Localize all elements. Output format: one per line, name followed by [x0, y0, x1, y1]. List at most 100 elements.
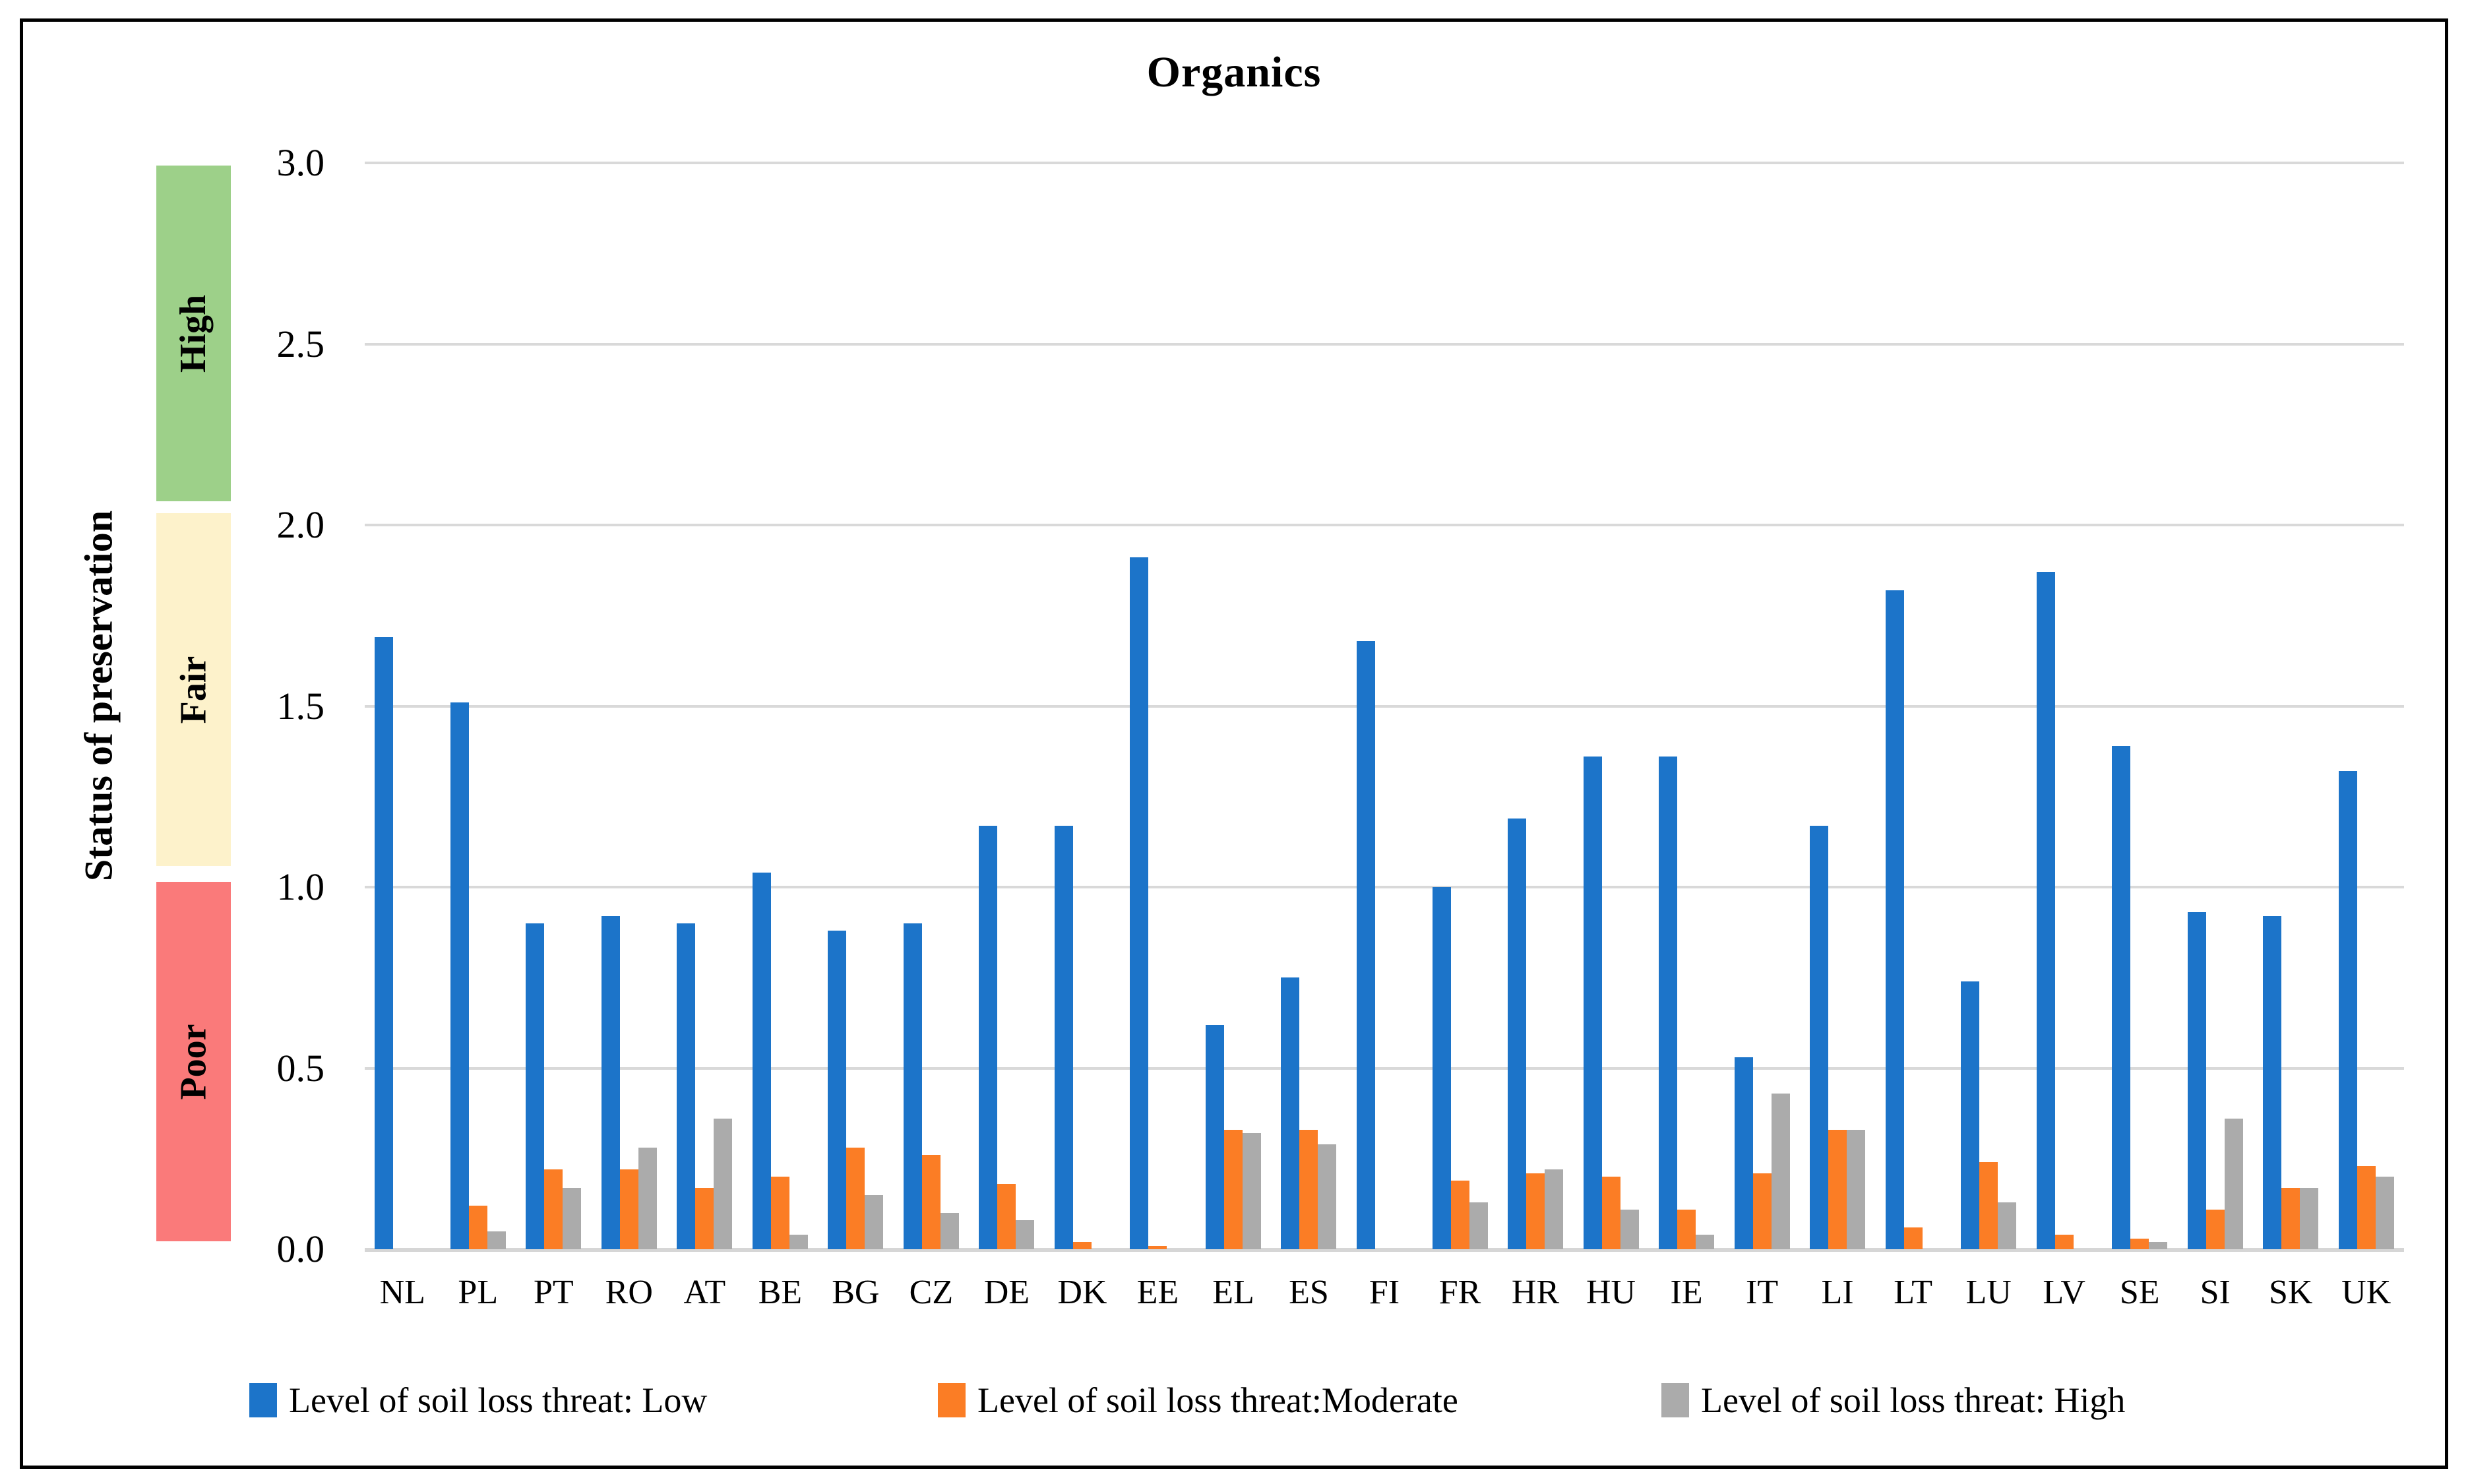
- x-label-LU: LU: [1965, 1274, 2012, 1311]
- x-label-EE: EE: [1136, 1274, 1179, 1311]
- chart-title: Organics: [1146, 48, 1322, 96]
- bar-IE-low: [1659, 757, 1678, 1249]
- y-axis-title: Status of preservation: [77, 510, 121, 882]
- bar-ES-low: [1281, 977, 1300, 1249]
- bar-RO-moderate: [619, 1169, 638, 1249]
- x-label-BE: BE: [758, 1274, 803, 1311]
- x-label-RO: RO: [605, 1274, 653, 1311]
- x-label-FI: FI: [1369, 1274, 1400, 1311]
- plot-area: [365, 162, 2404, 1252]
- legend-swatch-high: [1661, 1383, 1689, 1417]
- bar-IT-high: [1771, 1093, 1790, 1249]
- bar-LT-moderate: [1903, 1227, 1923, 1249]
- band-high: High: [156, 166, 231, 501]
- bar-PL-high: [487, 1231, 506, 1249]
- x-label-CZ: CZ: [909, 1274, 954, 1311]
- bar-CZ-high: [940, 1213, 959, 1249]
- bar-LU-moderate: [1979, 1162, 1998, 1249]
- gridline-1.5: [365, 704, 2404, 708]
- bar-BG-low: [828, 930, 847, 1249]
- bar-LU-low: [1961, 981, 1980, 1249]
- x-label-SI: SI: [2200, 1274, 2231, 1311]
- legend-swatch-moderate: [938, 1383, 966, 1417]
- bar-LV-moderate: [2054, 1235, 2074, 1249]
- bar-DE-moderate: [997, 1184, 1016, 1249]
- bar-SE-low: [2112, 745, 2131, 1249]
- bar-BE-moderate: [770, 1177, 789, 1249]
- x-label-LV: LV: [2043, 1274, 2085, 1311]
- gridline-1.0: [365, 886, 2404, 888]
- y-tick-label-1.5: 1.5: [276, 684, 325, 727]
- bar-ES-moderate: [1299, 1129, 1318, 1249]
- gridline-0.0: [365, 1248, 2404, 1252]
- bar-HU-high: [1620, 1209, 1639, 1249]
- bar-LU-high: [1998, 1202, 2017, 1249]
- y-tick-label-2.5: 2.5: [276, 322, 325, 365]
- bar-HU-low: [1583, 757, 1602, 1249]
- bar-PL-moderate: [468, 1206, 487, 1249]
- bar-EL-low: [1205, 1024, 1224, 1249]
- legend-label-moderate: Level of soil loss threat:Moderate: [977, 1380, 1458, 1420]
- bar-SI-moderate: [2206, 1209, 2225, 1249]
- legend: Level of soil loss threat: Low Level of s…: [0, 1377, 2468, 1437]
- x-label-LI: LI: [1821, 1274, 1854, 1311]
- y-tick-label-3.0: 3.0: [276, 141, 325, 184]
- bar-UK-low: [2338, 771, 2357, 1249]
- x-label-IE: IE: [1670, 1274, 1703, 1311]
- legend-item-low: Level of soil loss threat: Low: [249, 1377, 707, 1423]
- bar-EE-moderate: [1148, 1245, 1167, 1249]
- bar-EL-moderate: [1223, 1129, 1243, 1249]
- bar-FR-moderate: [1450, 1180, 1469, 1249]
- y-tick-label-0.5: 0.5: [276, 1046, 325, 1090]
- gridline-3.0: [365, 162, 2404, 164]
- x-label-IT: IT: [1746, 1274, 1779, 1311]
- bar-LI-moderate: [1828, 1129, 1847, 1249]
- x-label-UK: UK: [2341, 1274, 2391, 1311]
- bar-EL-high: [1242, 1133, 1261, 1249]
- gridline-2.5: [365, 342, 2404, 346]
- bar-SK-high: [2300, 1187, 2319, 1249]
- x-label-DE: DE: [983, 1274, 1030, 1311]
- bar-PL-low: [450, 702, 469, 1249]
- legend-item-high: Level of soil loss threat: High: [1661, 1377, 2125, 1423]
- gridline-2.0: [365, 524, 2404, 526]
- bar-AT-moderate: [695, 1187, 714, 1249]
- bar-FR-high: [1469, 1202, 1488, 1249]
- bar-DE-low: [979, 825, 998, 1249]
- legend-swatch-low: [249, 1383, 277, 1417]
- bar-HR-moderate: [1526, 1173, 1545, 1249]
- y-tick-label-0.0: 0.0: [276, 1227, 325, 1270]
- bar-PT-low: [526, 923, 545, 1249]
- bar-IT-low: [1734, 1057, 1753, 1249]
- x-label-SE: SE: [2119, 1274, 2160, 1311]
- bar-BE-high: [789, 1235, 808, 1249]
- bar-DK-moderate: [1072, 1242, 1092, 1249]
- x-label-NL: NL: [379, 1274, 425, 1311]
- bar-BG-moderate: [846, 1148, 865, 1249]
- bar-IE-high: [1696, 1235, 1715, 1249]
- bar-SE-high: [2149, 1242, 2168, 1249]
- bar-EE-low: [1130, 557, 1149, 1249]
- bar-ES-high: [1318, 1144, 1337, 1249]
- bar-LI-high: [1847, 1129, 1866, 1249]
- x-label-DK: DK: [1057, 1274, 1107, 1311]
- bar-BE-low: [752, 873, 771, 1249]
- bar-FR-low: [1432, 887, 1451, 1249]
- x-label-EL: EL: [1212, 1274, 1254, 1311]
- bar-DK-low: [1054, 825, 1073, 1249]
- bar-HR-high: [1545, 1169, 1564, 1249]
- bar-AT-low: [677, 923, 696, 1249]
- x-label-AT: AT: [683, 1274, 726, 1311]
- bar-CZ-moderate: [921, 1155, 941, 1249]
- bar-SI-low: [2187, 912, 2206, 1249]
- bar-IE-moderate: [1677, 1209, 1696, 1249]
- bar-HR-low: [1508, 818, 1527, 1249]
- legend-label-low: Level of soil loss threat: Low: [289, 1380, 708, 1420]
- band-fair: Fair: [156, 513, 231, 866]
- bar-LI-low: [1810, 825, 1829, 1249]
- y-tick-label-2.0: 2.0: [276, 503, 325, 546]
- bar-LT-low: [1885, 590, 1904, 1249]
- bar-RO-low: [601, 915, 620, 1249]
- x-label-PT: PT: [533, 1274, 574, 1311]
- band-poor: Poor: [156, 882, 231, 1241]
